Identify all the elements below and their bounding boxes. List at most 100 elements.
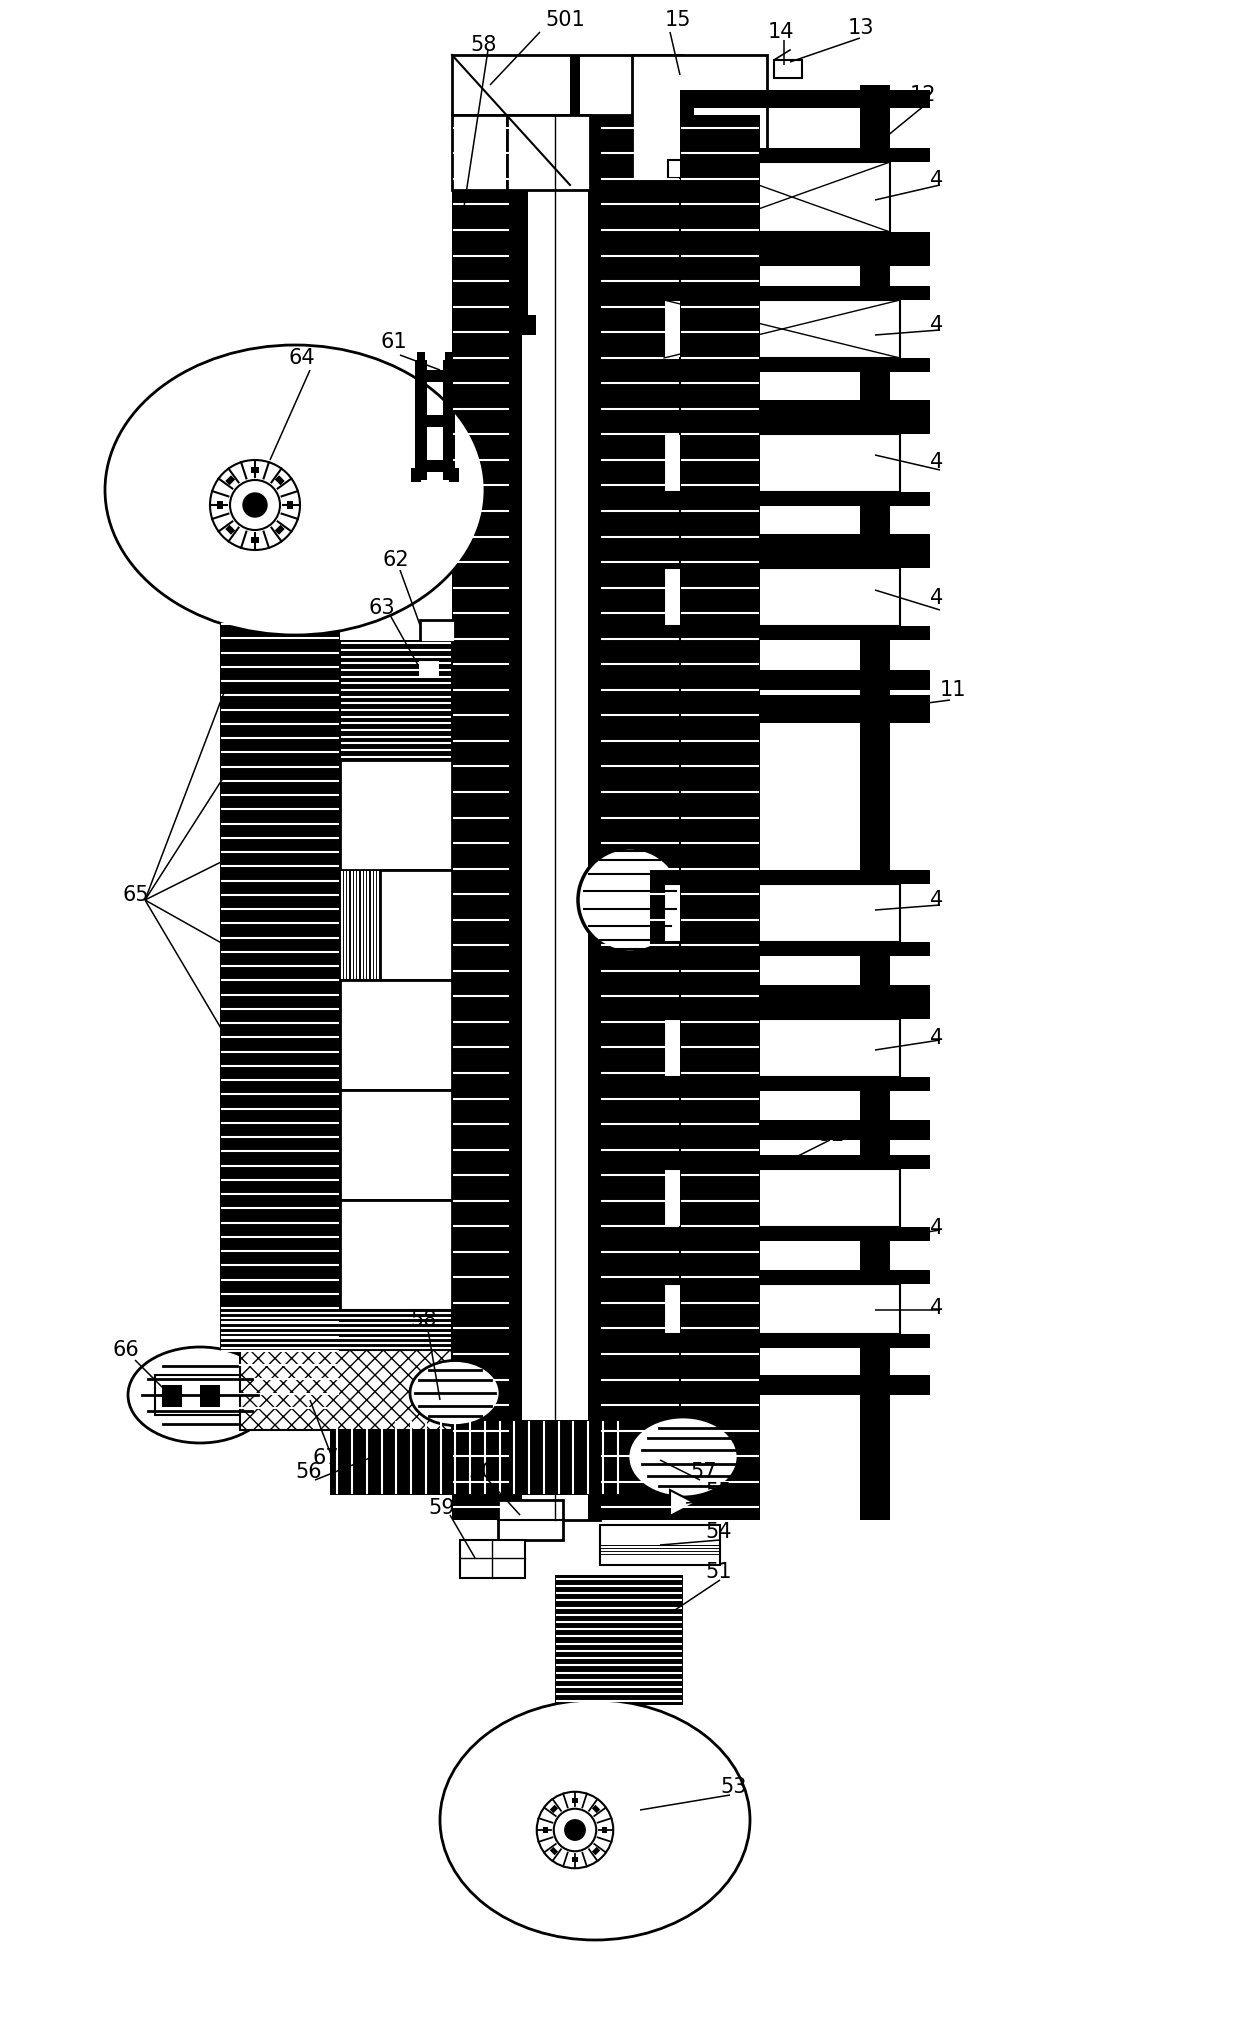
Text: 58: 58 — [470, 34, 496, 54]
Bar — [449, 468, 459, 482]
Bar — [340, 1309, 453, 1416]
Polygon shape — [670, 1491, 694, 1517]
Bar — [340, 1200, 453, 1309]
Bar — [226, 524, 236, 535]
Bar — [410, 468, 422, 482]
Bar — [680, 147, 930, 161]
Text: 50: 50 — [467, 1462, 495, 1482]
Bar — [226, 476, 236, 486]
Bar — [219, 1309, 453, 1349]
Bar — [507, 115, 590, 190]
Text: 4: 4 — [930, 1218, 944, 1238]
Bar — [340, 1089, 453, 1200]
Bar — [472, 309, 528, 323]
Bar — [650, 1004, 930, 1019]
Bar — [443, 359, 455, 480]
Circle shape — [243, 492, 267, 516]
Text: 54: 54 — [706, 1523, 732, 1543]
Bar — [600, 1525, 720, 1565]
Text: 65: 65 — [122, 885, 149, 906]
Bar — [549, 1805, 558, 1813]
Bar — [650, 1004, 663, 1140]
Text: 4: 4 — [930, 1299, 944, 1317]
Bar — [632, 180, 768, 192]
Text: 4: 4 — [930, 1029, 944, 1049]
Bar — [570, 54, 580, 115]
Bar — [650, 1156, 930, 1170]
Bar — [250, 468, 259, 474]
Bar — [663, 883, 900, 942]
Bar — [650, 357, 930, 371]
Bar — [680, 232, 930, 246]
Bar — [650, 399, 930, 420]
Bar — [512, 190, 528, 321]
Bar — [418, 660, 440, 678]
Bar — [650, 1271, 930, 1285]
Bar — [275, 476, 285, 486]
Ellipse shape — [128, 1347, 272, 1442]
Bar — [650, 942, 930, 956]
Bar — [650, 625, 930, 639]
Text: 67: 67 — [312, 1448, 339, 1468]
Bar — [650, 1119, 930, 1140]
Bar — [663, 301, 900, 357]
Bar — [250, 537, 259, 543]
Text: 15: 15 — [665, 10, 692, 30]
Bar — [415, 460, 455, 472]
Bar — [694, 161, 890, 232]
Bar — [650, 420, 930, 434]
Ellipse shape — [440, 1700, 750, 1940]
Text: 13: 13 — [848, 18, 874, 38]
Bar — [453, 115, 507, 190]
Circle shape — [564, 1819, 585, 1840]
Bar — [650, 1156, 663, 1291]
Bar — [600, 115, 680, 1521]
Bar — [600, 1545, 720, 1557]
Bar — [241, 1349, 453, 1430]
Text: 501: 501 — [546, 10, 585, 30]
Bar — [200, 1386, 219, 1408]
Circle shape — [578, 847, 682, 952]
Bar — [650, 1333, 930, 1347]
Ellipse shape — [410, 1361, 500, 1426]
Bar — [650, 984, 930, 1004]
Text: 61: 61 — [379, 333, 407, 353]
Bar — [510, 115, 522, 1521]
Bar — [415, 416, 455, 428]
Bar — [774, 61, 802, 79]
Bar — [340, 980, 453, 1089]
Bar — [588, 115, 600, 1521]
Bar — [556, 1575, 683, 1704]
Ellipse shape — [105, 345, 485, 635]
Bar — [650, 286, 663, 422]
Bar — [415, 359, 427, 480]
Bar — [453, 115, 510, 1521]
Bar — [603, 1827, 608, 1833]
Bar — [663, 569, 900, 625]
Bar — [650, 696, 930, 722]
Text: 53: 53 — [720, 1777, 746, 1797]
Bar — [379, 869, 453, 980]
Bar — [330, 1420, 625, 1495]
Bar — [680, 115, 760, 1521]
Bar — [650, 246, 930, 266]
Bar — [650, 535, 930, 555]
Bar — [650, 492, 930, 506]
Bar — [472, 196, 528, 210]
Bar — [162, 1386, 182, 1408]
Bar — [632, 54, 768, 190]
Bar — [680, 91, 930, 109]
Bar — [650, 1376, 930, 1396]
Bar — [668, 159, 730, 177]
Text: 52: 52 — [818, 1125, 844, 1146]
Text: 4: 4 — [930, 889, 944, 910]
Bar — [340, 869, 379, 980]
Bar — [663, 434, 900, 492]
Text: 56: 56 — [295, 1462, 321, 1482]
Text: 57: 57 — [689, 1462, 717, 1482]
Bar — [460, 1541, 525, 1577]
Bar — [543, 1827, 548, 1833]
Bar — [549, 1848, 558, 1856]
Bar — [498, 1501, 563, 1541]
Bar — [650, 1077, 930, 1091]
